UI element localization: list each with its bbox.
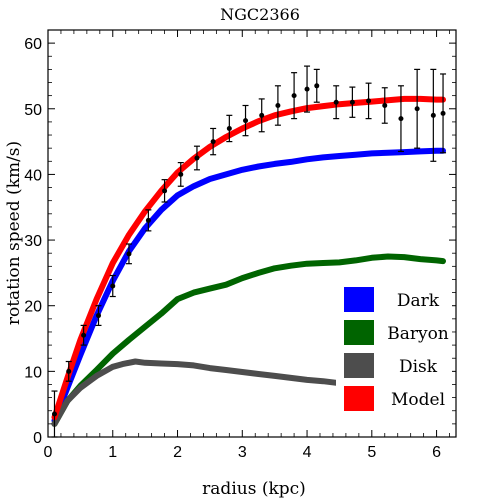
observation-point: [193, 145, 200, 171]
observation-point: [161, 179, 168, 203]
legend-swatch: [344, 353, 374, 378]
observation-point: [95, 305, 102, 327]
x-tick-label: 6: [432, 444, 441, 461]
x-tick-label: 0: [44, 444, 53, 461]
legend-item-baryon: Baryon: [344, 320, 449, 345]
x-tick-label: 4: [303, 444, 312, 461]
observation-point: [381, 87, 388, 124]
x-tick-label: 3: [238, 444, 247, 461]
legend-swatch: [344, 386, 374, 411]
chart-title: NGC2366: [220, 5, 300, 24]
y-tick-label: 50: [24, 102, 42, 119]
observation-point: [333, 85, 340, 120]
observation-point: [210, 127, 217, 156]
y-axis-ticks: 0 10 20 30 40 50 60: [24, 36, 456, 447]
legend-label: Model: [391, 390, 445, 410]
plot-frame: [47, 29, 457, 438]
x-axis-ticks: 0 1 2 3 4 5 6: [44, 30, 450, 461]
y-axis-label: rotation speed (km/s): [4, 141, 24, 325]
observation-point: [226, 114, 233, 143]
observation-point: [242, 104, 249, 137]
legend-label: Baryon: [387, 324, 449, 344]
x-axis-label: radius (kpc): [202, 479, 306, 499]
observation-point: [349, 86, 356, 118]
observation-point: [291, 72, 298, 120]
legend-label: Disk: [399, 357, 438, 377]
legend-item-dark: Dark: [344, 287, 440, 312]
observation-point: [430, 68, 437, 162]
legend: Dark Baryon Disk Model: [336, 280, 452, 420]
x-tick-label: 2: [173, 444, 182, 461]
y-tick-label: 20: [24, 299, 42, 316]
legend-swatch: [344, 320, 374, 345]
observation-point: [313, 68, 320, 103]
observation-point: [145, 209, 152, 232]
y-tick-label: 60: [24, 36, 42, 53]
legend-item-model: Model: [344, 386, 445, 411]
observation-point: [397, 85, 404, 153]
observation-point: [440, 73, 447, 154]
legend-label: Dark: [397, 291, 440, 311]
legend-swatch: [344, 287, 374, 312]
observation-point: [80, 324, 87, 346]
observation-point: [177, 162, 184, 187]
y-tick-label: 0: [33, 430, 42, 447]
x-tick-label: 5: [367, 444, 376, 461]
observation-point: [51, 390, 58, 438]
legend-item-disk: Disk: [344, 353, 438, 378]
y-tick-label: 30: [24, 233, 42, 250]
observation-point: [125, 243, 132, 265]
observation-point: [274, 85, 281, 126]
x-tick-label: 1: [108, 444, 117, 461]
y-tick-label: 40: [24, 167, 42, 184]
observation-point: [109, 274, 116, 298]
observation-point: [304, 65, 311, 113]
observation-points: [51, 65, 447, 438]
y-tick-label: 10: [24, 364, 42, 381]
observation-point: [258, 98, 265, 133]
series-line-baryon: [51, 253, 446, 427]
observation-point: [65, 360, 72, 382]
observation-point: [365, 82, 372, 120]
observation-point: [414, 68, 421, 149]
